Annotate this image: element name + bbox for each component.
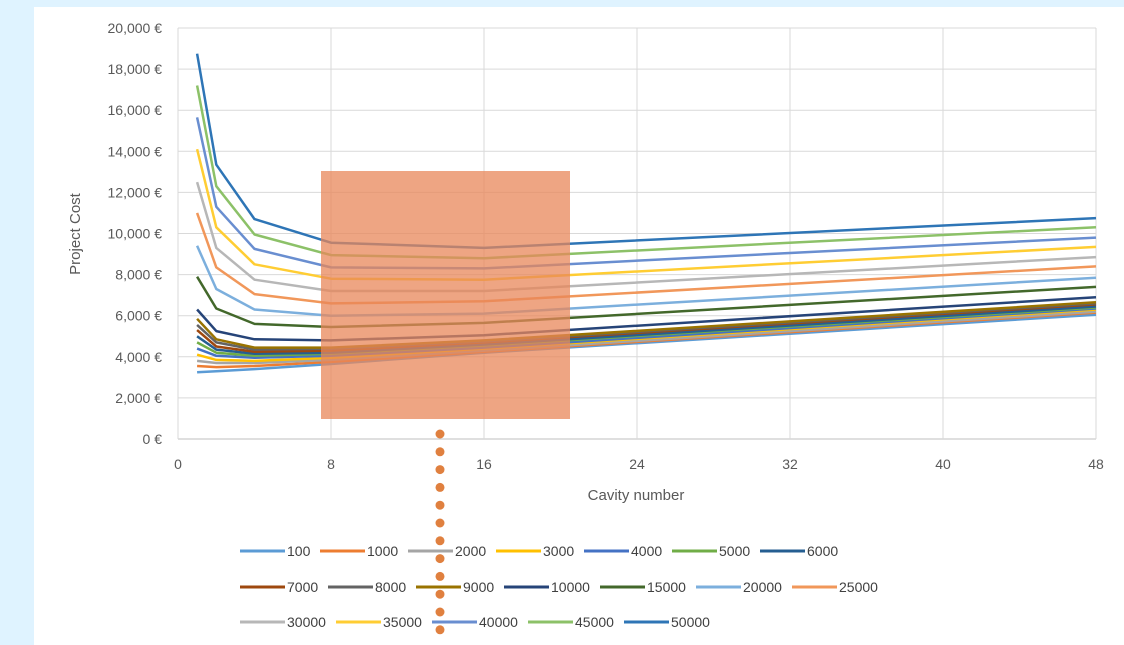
series-line-15000 [196,276,1097,329]
x-tick-label: 8 [327,456,335,472]
series-lines [195,53,1097,374]
legend-label-8000: 8000 [375,579,406,595]
legend-label-50000: 50000 [671,614,710,630]
series-line-2000 [196,310,1097,365]
y-tick-label: 14,000 € [108,143,163,159]
chart-panel [34,7,1124,645]
legend-label-20000: 20000 [743,579,782,595]
legend-label-45000: 45000 [575,614,614,630]
y-tick-label: 18,000 € [108,61,163,77]
series-line-30000 [195,181,1097,293]
x-tick-label: 16 [476,456,492,472]
series-line-9000 [196,301,1097,349]
series-line-50000 [195,53,1097,250]
connector-dot [435,465,445,475]
y-tick-label: 10,000 € [108,226,163,242]
legend-label-7000: 7000 [287,579,318,595]
connector-dot [435,500,445,510]
connector-dot [435,589,445,599]
highlight-box [321,171,570,419]
series-line-35000 [195,148,1097,281]
legend-label-100: 100 [287,543,311,559]
x-tick-labels: 0 8 16 24 32 40 48 [174,456,1104,472]
series-line-10000 [196,295,1097,342]
connector-dot [435,482,445,492]
legend-label-5000: 5000 [719,543,750,559]
y-axis-title: Project Cost [67,192,84,275]
connector-dot [435,518,445,528]
y-tick-labels: 0 € 2,000 € 4,000 € 6,000 € 8,000 € 10,000 € 1… [108,20,163,447]
legend-label-4000: 4000 [631,543,662,559]
legend-label-30000: 30000 [287,614,326,630]
connector-dot [435,571,445,581]
legend-label-35000: 35000 [383,614,422,630]
legend-label-15000: 15000 [647,579,686,595]
y-tick-label: 0 € [143,431,163,447]
y-tick-label: 4,000 € [115,349,162,365]
y-tick-label: 8,000 € [115,267,162,283]
y-tick-label: 2,000 € [115,390,162,406]
legend-label-10000: 10000 [551,579,590,595]
dotted-connector [435,429,445,635]
legend-label-6000: 6000 [807,543,838,559]
legend-label-40000: 40000 [479,614,518,630]
y-tick-label: 16,000 € [108,102,163,118]
connector-dot [435,625,445,635]
y-tick-label: 20,000 € [108,20,163,36]
connector-dot [435,447,445,457]
y-tick-label: 12,000 € [108,184,163,200]
legend-label-1000: 1000 [367,543,398,559]
legend-label-9000: 9000 [463,579,494,595]
series-line-25000 [195,212,1097,305]
legend-label-25000: 25000 [839,579,878,595]
x-tick-label: 0 [174,456,182,472]
legend: 100 1000 2000 3000 4000 5000 6000 7000 8000 9000 1… [240,543,878,630]
connector-dot [435,429,445,439]
series-line-20000 [195,245,1097,317]
x-tick-label: 32 [782,456,798,472]
connector-dot [435,607,445,617]
series-line-45000 [195,85,1097,260]
x-tick-label: 24 [629,456,645,472]
series-line-4000 [196,307,1097,360]
x-axis-title: Cavity number [588,487,685,504]
legend-label-2000: 2000 [455,543,486,559]
x-tick-label: 40 [935,456,951,472]
series-line-40000 [195,117,1097,270]
connector-dot [435,536,445,546]
connector-dot [435,554,445,564]
legend-label-3000: 3000 [543,543,574,559]
series-line-6000 [196,305,1097,355]
y-tick-label: 6,000 € [115,308,162,324]
x-tick-label: 48 [1088,456,1104,472]
